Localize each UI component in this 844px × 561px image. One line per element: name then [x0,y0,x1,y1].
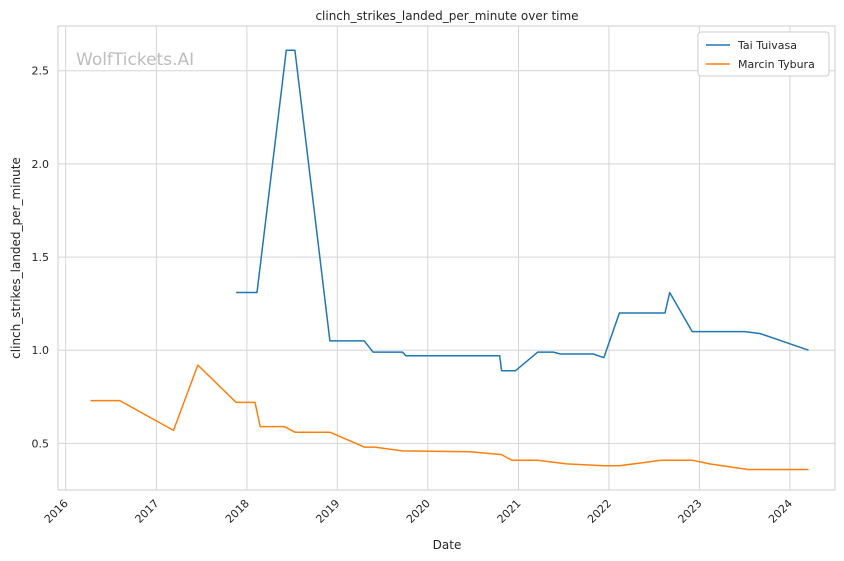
chart-title: clinch_strikes_landed_per_minute over ti… [315,9,578,23]
y-tick-label: 1.0 [32,344,50,357]
y-tick-label: 0.5 [32,437,50,450]
x-axis-label: Date [433,538,462,552]
y-tick-label: 1.5 [32,251,50,264]
watermark: WolfTickets.AI [76,50,194,70]
legend: Tai Tuivasa Marcin Tybura [697,31,830,77]
y-axis-label: clinch_strikes_landed_per_minute [9,157,23,359]
vertical-gridlines [65,26,791,490]
y-tick-label: 2.0 [32,158,50,171]
y-axis-ticks: 0.5 1.0 1.5 2.0 2.5 [32,65,50,451]
plot-area [57,25,836,491]
series-line-marcin-tybura [90,364,809,471]
y-tick-label: 2.5 [32,65,50,78]
legend-label-marcin-tybura: Marcin Tybura [738,58,815,71]
series-lines [90,49,809,471]
series-line-tai-tuivasa [236,49,809,372]
horizontal-gridlines [58,70,835,444]
legend-label-tai-tuivasa: Tai Tuivasa [737,39,797,52]
legend-box [697,31,830,77]
